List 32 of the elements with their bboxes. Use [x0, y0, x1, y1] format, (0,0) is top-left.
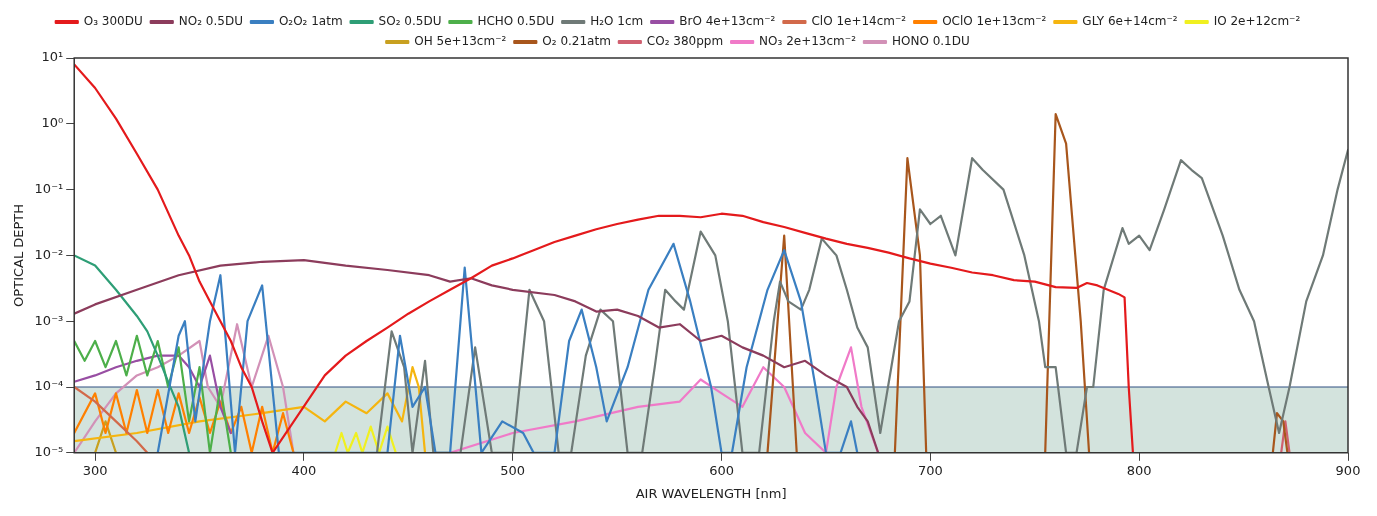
x-tick-label: 300	[82, 462, 108, 478]
x-tick-label: 900	[1335, 462, 1361, 478]
y-tick-label: 10⁻⁵	[34, 444, 64, 460]
x-tick-label: 700	[917, 462, 943, 478]
y-tick-label: 10⁰	[41, 115, 64, 131]
legend-label: OH 5e+13cm⁻²	[414, 34, 507, 49]
y-tick-label: 10⁻⁴	[34, 378, 64, 394]
legend-label: GLY 6e+14cm⁻²	[1082, 14, 1178, 29]
y-tick-label: 10⁻¹	[34, 180, 64, 196]
legend-label: CO₂ 380ppm	[646, 34, 724, 49]
legend-label: ClO 1e+14cm⁻²	[811, 14, 907, 29]
legend-label: NO₂ 0.5DU	[178, 14, 243, 29]
y-axis-title: OPTICAL DEPTH	[11, 203, 27, 307]
legend-label: OClO 1e+13cm⁻²	[942, 14, 1047, 29]
legend-label: SO₂ 0.5DU	[378, 14, 442, 29]
y-tick-label: 10¹	[41, 49, 64, 65]
legend-label: HCHO 0.5DU	[477, 14, 555, 29]
y-tick-label: 10⁻²	[34, 246, 64, 262]
x-tick-label: 400	[291, 462, 317, 478]
legend-label: O₂ 0.21atm	[542, 34, 611, 49]
x-tick-label: 600	[709, 462, 734, 478]
legend-label: NO₃ 2e+13cm⁻²	[759, 34, 857, 49]
x-tick-label: 800	[1126, 462, 1152, 478]
legend-label: O₃ 300DU	[83, 14, 143, 29]
x-tick-label: 500	[500, 462, 526, 478]
legend-label: O₂O₂ 1atm	[278, 14, 343, 29]
x-axis-title: AIR WAVELENGTH [nm]	[635, 485, 787, 501]
legend-label: HONO 0.1DU	[891, 34, 970, 49]
legend-label: BrO 4e+13cm⁻²	[679, 14, 776, 29]
y-tick-label: 10⁻³	[34, 312, 64, 328]
legend-label: H₂O 1cm	[590, 14, 644, 29]
legend-label: IO 2e+12cm⁻²	[1213, 14, 1301, 29]
